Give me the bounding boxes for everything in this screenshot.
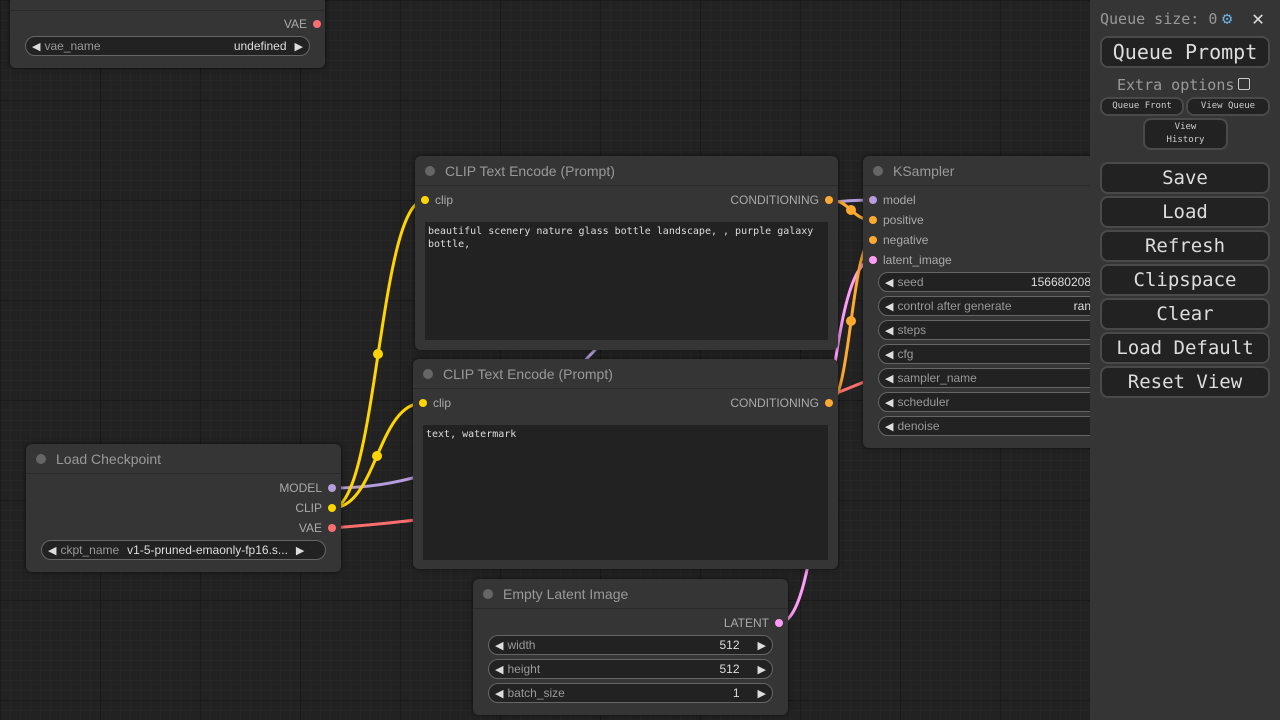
side-menu: Queue size: 0 ⚙ ✕ Queue Prompt Extra opt… [1090, 0, 1280, 720]
input-latent-image[interactable]: latent_image [869, 250, 952, 270]
arrow-left-icon[interactable]: ◀ [32, 40, 41, 53]
arrow-left-icon[interactable]: ◀ [885, 396, 894, 409]
slot-dot [313, 20, 321, 28]
widget-control-after-generate[interactable]: ◀ control after generate ran [878, 296, 1138, 316]
collapse-dot[interactable] [425, 165, 435, 176]
output-model[interactable]: MODEL [279, 478, 336, 498]
widget-denoise[interactable]: ◀ denoise [878, 416, 1138, 436]
queue-front-button[interactable]: Queue Front [1100, 97, 1184, 116]
view-history-button[interactable]: View History [1143, 118, 1228, 150]
output-latent[interactable]: LATENT [724, 613, 783, 633]
reset-view-button[interactable]: Reset View [1100, 366, 1270, 398]
wire-midpoint[interactable] [373, 349, 383, 359]
output-vae[interactable]: VAE [299, 518, 336, 538]
node-empty-latent-image[interactable]: Empty Latent Image LATENT ◀ width 512 ▶ ◀ he… [473, 579, 788, 715]
slot-dot [869, 196, 877, 204]
input-positive[interactable]: positive [869, 210, 924, 230]
widget-seed[interactable]: ◀ seed 156680208 [878, 272, 1138, 292]
arrow-right-icon[interactable]: ▶ [757, 639, 766, 652]
node-clip-text-encode-positive[interactable]: CLIP Text Encode (Prompt) clip CONDITION… [415, 156, 838, 350]
collapse-dot[interactable] [36, 453, 46, 464]
slot-dot [328, 504, 336, 512]
widget-cfg[interactable]: ◀ cfg [878, 344, 1138, 364]
collapse-dot[interactable] [873, 165, 883, 176]
node-load-checkpoint[interactable]: Load Checkpoint MODEL CLIP VAE ◀ ckpt_nam… [26, 444, 341, 572]
slot-dot [869, 216, 877, 224]
slot-dot [869, 236, 877, 244]
extra-options-label: Extra options [1117, 76, 1235, 94]
slot-dot [328, 524, 336, 532]
widget-batch-size[interactable]: ◀ batch_size 1 ▶ [488, 683, 773, 703]
save-button[interactable]: Save [1100, 162, 1270, 194]
view-queue-button[interactable]: View Queue [1186, 97, 1270, 116]
output-conditioning[interactable]: CONDITIONING [730, 393, 833, 413]
wire-midpoint[interactable] [846, 316, 856, 326]
widget-height[interactable]: ◀ height 512 ▶ [488, 659, 773, 679]
input-clip[interactable]: clip [419, 393, 451, 413]
slot-dot [328, 484, 336, 492]
wire-midpoint[interactable] [372, 451, 382, 461]
arrow-left-icon[interactable]: ◀ [885, 324, 894, 337]
input-negative[interactable]: negative [869, 230, 928, 250]
slot-dot [775, 619, 783, 627]
widget-steps[interactable]: ◀ steps [878, 320, 1138, 340]
arrow-right-icon[interactable]: ▶ [757, 663, 766, 676]
slot-dot [869, 256, 877, 264]
node-title[interactable]: CLIP Text Encode (Prompt) [413, 359, 838, 389]
output-clip[interactable]: CLIP [295, 498, 336, 518]
prompt-textarea[interactable]: beautiful scenery nature glass bottle la… [425, 222, 828, 340]
arrow-left-icon[interactable]: ◀ [885, 276, 894, 289]
input-clip[interactable]: clip [421, 190, 453, 210]
queue-size: Queue size: 0 [1100, 10, 1218, 28]
collapse-dot[interactable] [423, 368, 433, 379]
arrow-right-icon[interactable]: ▶ [295, 544, 305, 557]
output-vae[interactable]: VAE [284, 14, 321, 34]
arrow-left-icon[interactable]: ◀ [885, 420, 894, 433]
refresh-button[interactable]: Refresh [1100, 230, 1270, 262]
output-conditioning[interactable]: CONDITIONING [730, 190, 833, 210]
slot-dot [825, 196, 833, 204]
node-ksampler[interactable]: KSampler model positive negative latent_… [863, 156, 1138, 448]
queue-prompt-button[interactable]: Queue Prompt [1100, 36, 1270, 68]
arrow-left-icon[interactable]: ◀ [885, 300, 894, 313]
load-default-button[interactable]: Load Default [1100, 332, 1270, 364]
close-icon[interactable]: ✕ [1252, 6, 1265, 30]
arrow-left-icon[interactable]: ◀ [885, 372, 894, 385]
node-vae-loader[interactable]: VAE ◀ vae_name undefined ▶ [10, 0, 325, 68]
slot-dot [421, 196, 429, 204]
arrow-left-icon[interactable]: ◀ [495, 663, 504, 676]
load-button[interactable]: Load [1100, 196, 1270, 228]
widget-ckpt-name[interactable]: ◀ ckpt_name v1-5-pruned-emaonly-fp16.s... ▶ [41, 540, 326, 560]
node-title[interactable]: CLIP Text Encode (Prompt) [415, 156, 838, 186]
node-title[interactable]: Load Checkpoint [26, 444, 341, 474]
arrow-right-icon[interactable]: ▶ [294, 40, 303, 53]
wire-midpoint[interactable] [846, 205, 856, 215]
extra-options-checkbox[interactable] [1238, 78, 1250, 90]
node-title[interactable]: Empty Latent Image [473, 579, 788, 609]
widget-sampler-name[interactable]: ◀ sampler_name [878, 368, 1138, 388]
arrow-right-icon[interactable]: ▶ [757, 687, 766, 700]
clipspace-button[interactable]: Clipspace [1100, 264, 1270, 296]
widget-vae-name[interactable]: ◀ vae_name undefined ▶ [25, 36, 310, 56]
node-clip-text-encode-negative[interactable]: CLIP Text Encode (Prompt) clip CONDITION… [413, 359, 838, 569]
input-model[interactable]: model [869, 190, 916, 210]
arrow-left-icon[interactable]: ◀ [885, 348, 894, 361]
widget-width[interactable]: ◀ width 512 ▶ [488, 635, 773, 655]
arrow-left-icon[interactable]: ◀ [495, 687, 504, 700]
clear-button[interactable]: Clear [1100, 298, 1270, 330]
arrow-left-icon[interactable]: ◀ [48, 544, 57, 557]
arrow-left-icon[interactable]: ◀ [495, 639, 504, 652]
slot-dot [825, 399, 833, 407]
collapse-dot[interactable] [483, 588, 493, 599]
gear-icon[interactable]: ⚙ [1222, 9, 1233, 29]
widget-scheduler[interactable]: ◀ scheduler [878, 392, 1138, 412]
prompt-textarea[interactable]: text, watermark [423, 425, 828, 560]
slot-dot [419, 399, 427, 407]
node-title[interactable]: KSampler [863, 156, 1123, 186]
